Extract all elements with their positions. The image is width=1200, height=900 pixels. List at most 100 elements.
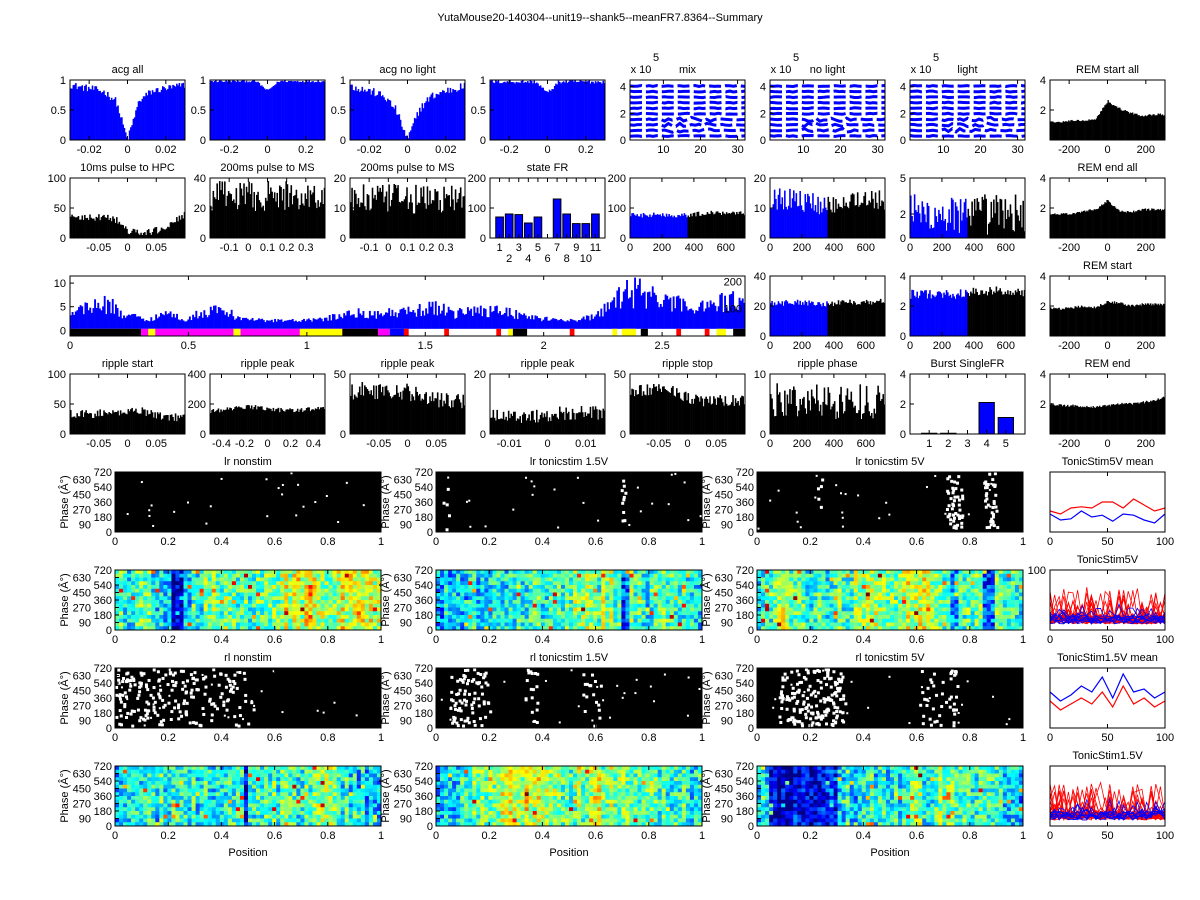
x-tick-label: 400: [685, 242, 703, 254]
histogram-bar: [1107, 405, 1109, 434]
histogram-bar: [247, 192, 249, 238]
histogram-bar: [640, 384, 642, 434]
histogram-bar: [980, 290, 982, 336]
heatmap-cell: [516, 592, 521, 597]
histogram-bar: [927, 206, 930, 238]
heatmap-cell: [252, 573, 257, 578]
heatmap-cell: [223, 592, 229, 597]
heatmap-cell: [336, 596, 341, 601]
histogram-bar: [350, 202, 352, 238]
heatmap-cell: [528, 600, 534, 605]
histogram-bar: [1012, 230, 1014, 238]
raster-gap: [445, 503, 449, 507]
histogram-bar: [177, 85, 179, 140]
x-tick-label: 0: [684, 438, 690, 450]
heatmap-cell: [332, 592, 337, 597]
heatmap-cell: [476, 603, 481, 608]
histogram-bar: [313, 82, 316, 140]
heatmap-cell: [456, 585, 461, 590]
histogram-bar: [1051, 121, 1053, 140]
histogram-bar: [837, 417, 840, 434]
heatmap-cell: [296, 581, 301, 586]
heatmap-cell: [324, 596, 329, 601]
heatmap-cell: [536, 615, 542, 620]
heatmap-cell: [508, 611, 513, 616]
y-tick-label: 4: [1040, 369, 1046, 381]
histogram-bar: [934, 207, 936, 238]
histogram-bar: [80, 219, 82, 238]
heatmap-cell: [292, 600, 297, 605]
histogram-bar: [503, 312, 506, 329]
heatmap-cell: [248, 618, 253, 623]
heatmap-cell: [183, 626, 188, 631]
histogram-bar: [870, 191, 873, 238]
heatmap-cell: [532, 596, 538, 601]
heatmap-cell: [352, 626, 358, 631]
raster-gap: [623, 519, 627, 523]
x-tick-label: 100: [1156, 536, 1174, 548]
histogram-bar: [854, 302, 856, 336]
heatmap-cell: [179, 603, 184, 608]
histogram-bar: [71, 417, 73, 434]
x-tick-label: -0.05: [86, 438, 111, 450]
raster-gap: [949, 497, 953, 501]
heatmap-cell: [199, 585, 204, 590]
histogram-bar: [385, 101, 388, 140]
y-tick-label: 10: [334, 203, 346, 215]
histogram-bar: [1136, 402, 1138, 434]
histogram-bar: [862, 301, 864, 336]
histogram-bar: [719, 213, 722, 238]
heatmap-cell: [175, 626, 180, 631]
heatmap-cell: [219, 603, 225, 608]
heatmap-cell: [119, 592, 124, 597]
heatmap-cell: [179, 592, 184, 597]
heatmap-cell: [540, 596, 546, 601]
histogram-bar: [1116, 106, 1118, 140]
heatmap-cell: [480, 626, 485, 631]
state-segment: [612, 328, 618, 336]
histogram-bar: [776, 209, 778, 238]
histogram-bar: [287, 207, 290, 238]
histogram-bar: [920, 290, 922, 336]
histogram-bar: [169, 311, 172, 329]
histogram-bar: [412, 396, 415, 434]
heatmap-cell: [115, 573, 120, 578]
histogram-bar: [445, 92, 448, 140]
heatmap-cell: [476, 622, 481, 627]
histogram-bar: [313, 185, 316, 238]
histogram-bar: [137, 316, 140, 329]
histogram-bar: [736, 309, 739, 329]
histogram-bar: [959, 289, 962, 336]
heatmap-cell: [320, 581, 325, 586]
histogram-bar: [176, 313, 178, 329]
heatmap-cell: [292, 626, 297, 631]
histogram-bar: [361, 382, 364, 434]
heatmap-cell: [199, 570, 204, 575]
histogram-bar: [576, 321, 579, 329]
heatmap-cell: [488, 603, 493, 608]
histogram-bar: [109, 100, 112, 140]
raster-gap: [624, 491, 628, 495]
histogram-bar: [104, 94, 107, 140]
heatmap-cell: [179, 615, 184, 620]
histogram-bar: [667, 391, 669, 434]
histogram-bar: [915, 297, 917, 336]
histogram-bar: [222, 310, 225, 329]
histogram-bar: [675, 296, 678, 329]
heatmap-cell: [231, 592, 237, 597]
heatmap-cell: [195, 607, 200, 612]
heatmap-cell: [480, 570, 485, 575]
heatmap-cell: [304, 577, 309, 582]
heatmap-cell: [376, 570, 382, 575]
histogram-bar: [1078, 211, 1081, 238]
histogram-bar: [782, 415, 785, 434]
heatmap-cell: [147, 622, 152, 627]
heatmap-cell: [308, 611, 313, 616]
histogram-bar: [645, 308, 648, 329]
histogram-bar: [74, 311, 77, 329]
y-tick-label: 0: [200, 233, 206, 245]
x-tick-label: 30: [871, 144, 883, 156]
heatmap-cell: [280, 603, 285, 608]
heatmap-cell: [159, 588, 164, 593]
raster-gap: [984, 486, 988, 490]
